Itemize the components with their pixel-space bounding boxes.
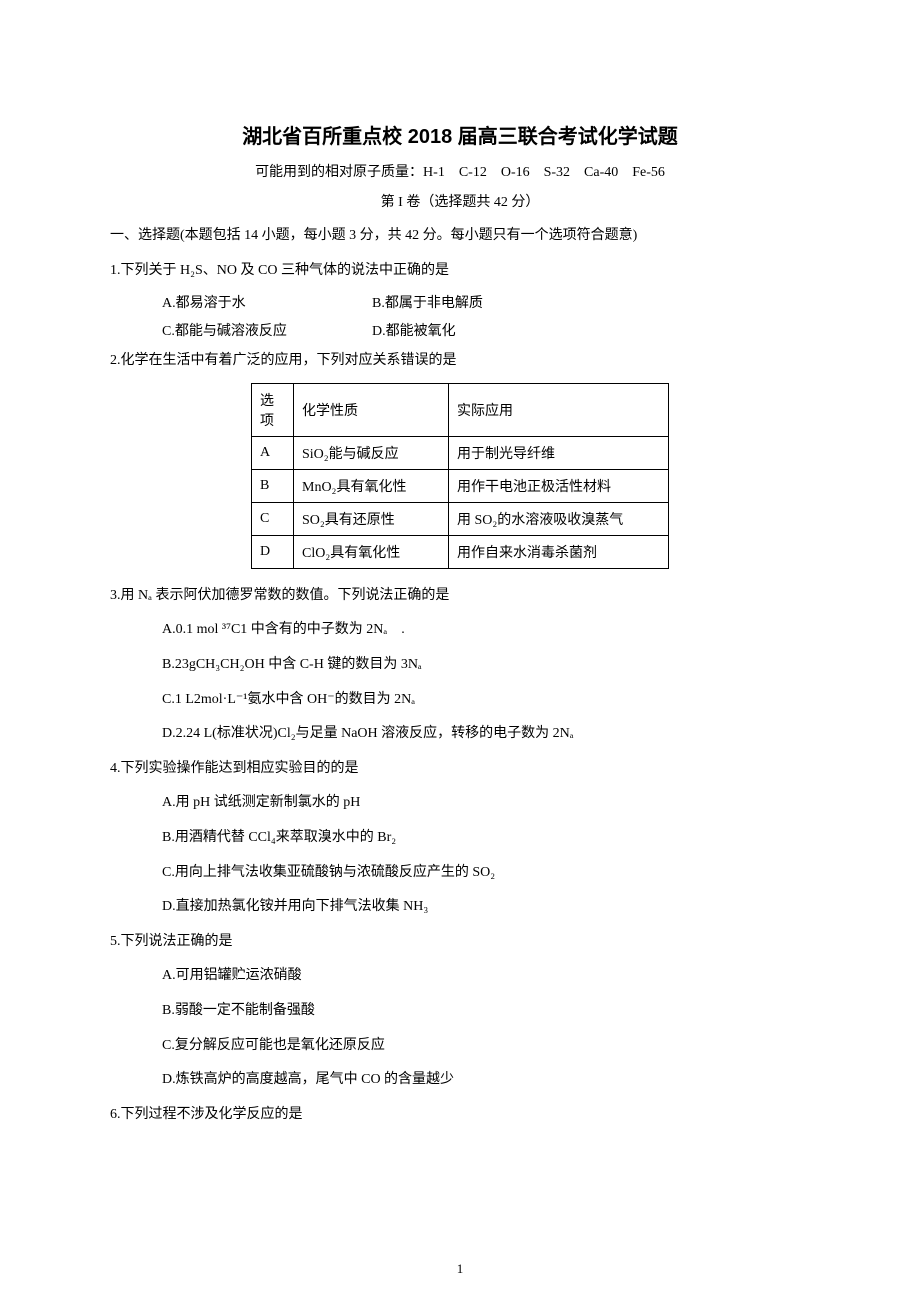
document-title: 湖北省百所重点校 2018 届高三联合考试化学试题 — [110, 120, 810, 149]
table-cell-app: 用作干电池正极活性材料 — [449, 469, 669, 502]
q5-optA: A.可用铝罐贮运浓硝酸 — [110, 963, 810, 990]
page-number: 1 — [0, 1261, 920, 1277]
table-cell-app: 用于制光导纤维 — [449, 436, 669, 469]
q5-optC: C.复分解反应可能也是氧化还原反应 — [110, 1033, 810, 1060]
table-row: B MnO₂具有氧化性 用作干电池正极活性材料 — [252, 469, 669, 502]
q1-optA: A.都易溶于水 — [162, 292, 372, 312]
table-header-prop: 化学性质 — [294, 383, 449, 436]
q6-stem: 6.下列过程不涉及化学反应的是 — [110, 1102, 810, 1129]
part1-instruction: 一、选择题(本题包括 14 小题，每小题 3 分，共 42 分。每小题只有一个选… — [110, 223, 810, 250]
table-cell-prop: SiO₂能与碱反应 — [294, 436, 449, 469]
q4-optB: B.用酒精代替 CCl₄来萃取溴水中的 Br₂ — [110, 825, 810, 852]
q3-optC: C.1 L2mol·L⁻¹氨水中含 OH⁻的数目为 2Nₐ — [110, 687, 810, 714]
table-header-app: 实际应用 — [449, 383, 669, 436]
table-row: D ClO₂具有氧化性 用作自来水消毒杀菌剂 — [252, 535, 669, 568]
q1-optC: C.都能与碱溶液反应 — [162, 320, 372, 340]
atomic-masses: 可能用到的相对原子质量：H-1 C-12 O-16 S-32 Ca-40 Fe-… — [110, 161, 810, 181]
table-row: C SO₂具有还原性 用 SO₂的水溶液吸收溴蒸气 — [252, 502, 669, 535]
q5-stem: 5.下列说法正确的是 — [110, 929, 810, 956]
q3-stem: 3.用 Nₐ 表示阿伏加德罗常数的数值。下列说法正确的是 — [110, 583, 810, 610]
q1-optD: D.都能被氧化 — [372, 320, 456, 340]
q2-stem: 2.化学在生活中有着广泛的应用，下列对应关系错误的是 — [110, 348, 810, 375]
q4-stem: 4.下列实验操作能达到相应实验目的的是 — [110, 756, 810, 783]
table-cell-opt: A — [252, 436, 294, 469]
table-cell-opt: C — [252, 502, 294, 535]
q3-optB: B.23gCH₃CH₂OH 中含 C-H 键的数目为 3Nₐ — [110, 652, 810, 679]
q1-optB: B.都属于非电解质 — [372, 292, 483, 312]
table-cell-prop: MnO₂具有氧化性 — [294, 469, 449, 502]
table-header-opt: 选项 — [252, 383, 294, 436]
q5-optD: D.炼铁高炉的高度越高，尾气中 CO 的含量越少 — [110, 1067, 810, 1094]
table-row: A SiO₂能与碱反应 用于制光导纤维 — [252, 436, 669, 469]
q1-options-row1: A.都易溶于水 B.都属于非电解质 — [110, 292, 810, 312]
section-header: 第 I 卷（选择题共 42 分） — [110, 191, 810, 211]
q3-optD: D.2.24 L(标准状况)Cl₂与足量 NaOH 溶液反应，转移的电子数为 2… — [110, 721, 810, 748]
table-cell-opt: D — [252, 535, 294, 568]
q1-stem: 1.下列关于 H₂S、NO 及 CO 三种气体的说法中正确的是 — [110, 258, 810, 285]
table-cell-prop: ClO₂具有氧化性 — [294, 535, 449, 568]
q4-optA: A.用 pH 试纸测定新制氯水的 pH — [110, 790, 810, 817]
q3-optA: A.0.1 mol ³⁷C1 中含有的中子数为 2Nₐ . — [110, 617, 810, 644]
table-cell-app: 用 SO₂的水溶液吸收溴蒸气 — [449, 502, 669, 535]
q5-optB: B.弱酸一定不能制备强酸 — [110, 998, 810, 1025]
q4-optC: C.用向上排气法收集亚硫酸钠与浓硫酸反应产生的 SO₂ — [110, 860, 810, 887]
q2-table: 选项 化学性质 实际应用 A SiO₂能与碱反应 用于制光导纤维 B MnO₂具… — [251, 383, 669, 569]
table-cell-opt: B — [252, 469, 294, 502]
q1-options-row2: C.都能与碱溶液反应 D.都能被氧化 — [110, 320, 810, 340]
table-cell-prop: SO₂具有还原性 — [294, 502, 449, 535]
q4-optD: D.直接加热氯化铵并用向下排气法收集 NH₃ — [110, 894, 810, 921]
table-cell-app: 用作自来水消毒杀菌剂 — [449, 535, 669, 568]
table-header-row: 选项 化学性质 实际应用 — [252, 383, 669, 436]
